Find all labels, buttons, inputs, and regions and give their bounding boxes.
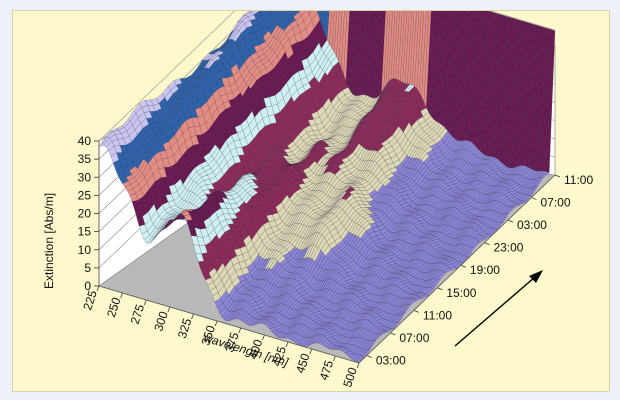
- x-tick: [143, 299, 147, 306]
- chart-frame: 0 5 10 15 20 25 30 35 40 225 250 275 300 325 350 375 400…: [12, 10, 610, 392]
- time-tick-label: 15:00: [446, 286, 476, 300]
- x-tick: [356, 362, 360, 369]
- x-tick: [262, 334, 265, 341]
- x-axis-line: [98, 285, 360, 364]
- surface-cell: [356, 355, 366, 363]
- x-tick: [120, 292, 124, 299]
- x-tick: [332, 355, 336, 362]
- x-tick-label: 375: [222, 330, 242, 354]
- y-tick-label: 15: [78, 225, 92, 239]
- gridline: [98, 11, 556, 142]
- x-tick-label: 500: [340, 365, 360, 389]
- x-tick-label: 400: [246, 337, 266, 361]
- time-arrow: [454, 270, 543, 347]
- x-tick-label: 325: [175, 316, 195, 340]
- y-tick-label: 25: [78, 188, 92, 202]
- time-tick: [507, 219, 514, 223]
- time-tick: [413, 309, 420, 313]
- y-tick-label: 35: [78, 152, 92, 166]
- y-axis-title: Extinction [Abs/m]: [42, 193, 56, 289]
- time-tick: [437, 287, 443, 291]
- time-tick-label: 23:00: [493, 241, 523, 255]
- time-tick-label: 07:00: [399, 331, 429, 345]
- x-tick-label: 350: [199, 323, 219, 347]
- time-tick-label: 07:00: [540, 196, 570, 210]
- tick-labels: 0 5 10 15 20 25 30 35 40 225 250 275 300 325 350 375 400…: [78, 134, 594, 389]
- x-tick: [191, 313, 194, 320]
- x-tick: [96, 285, 100, 292]
- time-tick: [531, 197, 537, 200]
- time-tick: [460, 264, 467, 268]
- y-tick-label: 5: [84, 261, 91, 275]
- x-tick: [167, 306, 171, 313]
- extinction-surface: [98, 11, 556, 363]
- x-tick: [238, 327, 242, 334]
- time-axis-line: [358, 174, 556, 364]
- time-tick: [366, 355, 372, 358]
- arrow-head-icon: [529, 270, 543, 283]
- time-tick-label: 19:00: [470, 263, 500, 277]
- axis-ticks: [94, 140, 561, 369]
- x-tick-label: 225: [80, 288, 100, 312]
- x-tick-label: 475: [317, 358, 337, 382]
- time-tick-label: 11:00: [423, 308, 452, 322]
- time-tick-label: 03:00: [517, 218, 547, 232]
- x-tick-label: 275: [128, 302, 148, 326]
- y-tick-label: 40: [78, 134, 92, 148]
- time-tick: [554, 174, 561, 178]
- x-tick-label: 425: [269, 344, 289, 368]
- y-tick-label: 30: [78, 170, 92, 184]
- x-tick-label: 250: [104, 295, 124, 319]
- time-tick-label: 03:00: [376, 353, 406, 367]
- time-tick-label: 11:00: [564, 173, 593, 187]
- time-tick: [484, 242, 490, 246]
- surface-plot: 0 5 10 15 20 25 30 35 40 225 250 275 300 325 350 375 400…: [42, 11, 594, 389]
- y-tick-label: 20: [78, 207, 92, 221]
- x-tick-label: 300: [151, 309, 171, 333]
- y-tick-label: 10: [78, 243, 92, 257]
- y-tick-label: 0: [84, 279, 91, 293]
- x-tick-label: 450: [293, 351, 313, 375]
- x-tick: [214, 320, 218, 327]
- time-tick: [390, 332, 396, 336]
- x-tick: [309, 348, 313, 355]
- x-tick: [285, 341, 289, 348]
